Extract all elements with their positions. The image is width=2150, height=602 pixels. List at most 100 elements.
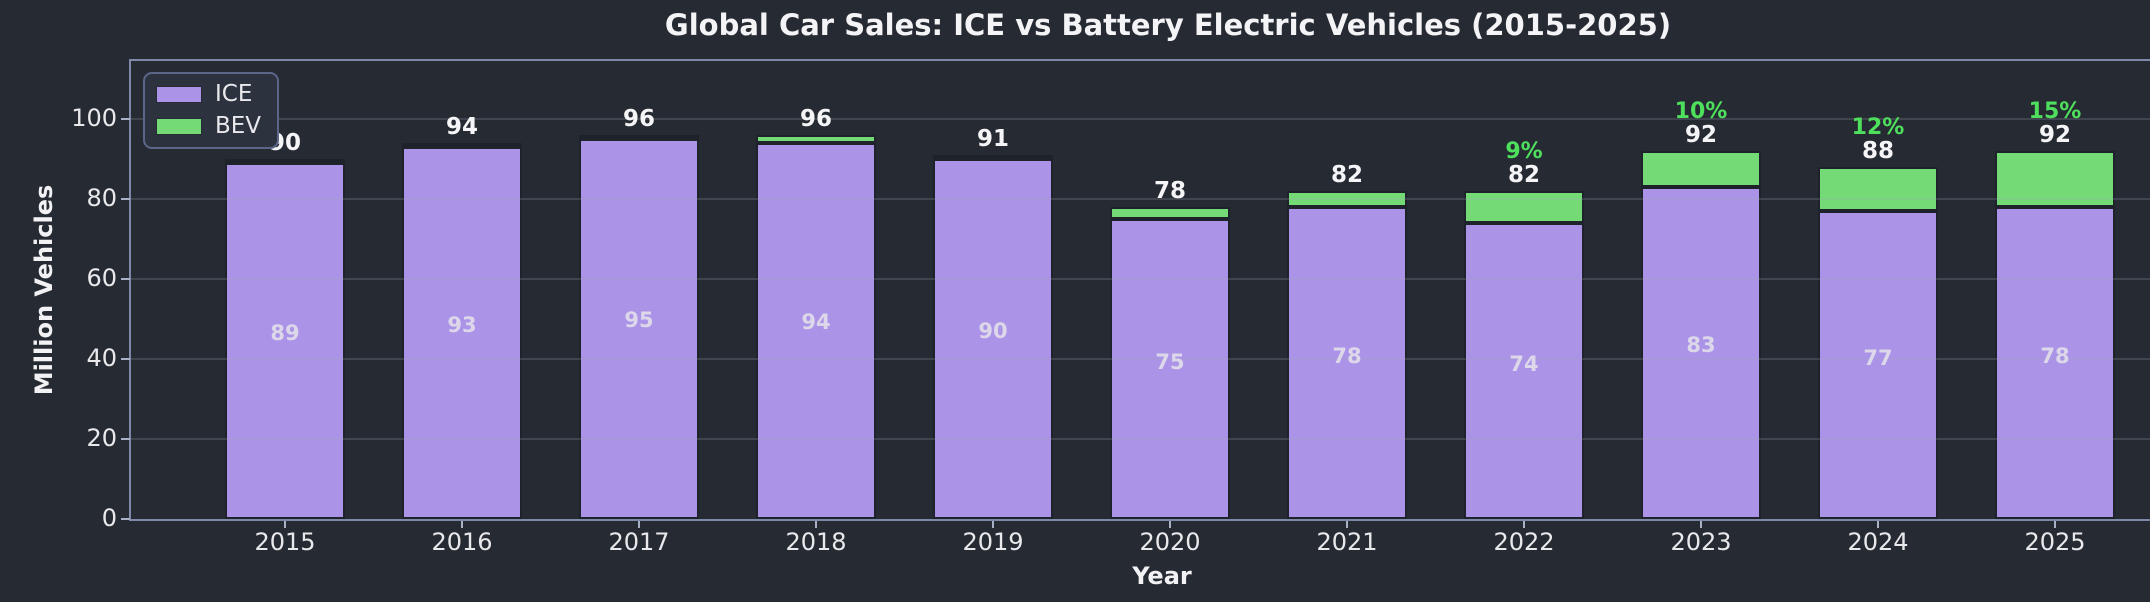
plot-area: 89 90 93 94 95 96 94 96 90 91 75 78 78 82 74 82 9% 83 92 10… [131, 61, 2150, 519]
bar-2023-total-value: 92 [1684, 122, 1717, 148]
bar-2019-total-value: 91 [976, 126, 1009, 152]
y-tick-40 [121, 358, 130, 360]
bar-2022-bev-share: 9% [1505, 139, 1543, 164]
x-tick-2021 [1346, 521, 1348, 528]
bar-2021-ice-segment [1287, 207, 1407, 519]
bar-2025-bev-segment [1995, 151, 2115, 207]
bar-2024-bev-share: 12% [1851, 115, 1905, 140]
bar-2016-total-value: 94 [445, 114, 478, 140]
ice-color-swatch-icon [156, 86, 202, 103]
bar-2024-total-value: 88 [1861, 138, 1894, 164]
x-tick-label-2018: 2018 [785, 528, 847, 556]
legend-label-ice: ICE [215, 81, 253, 107]
bar-2020-ice-segment [1110, 219, 1230, 519]
x-tick-label-2020: 2020 [1139, 528, 1201, 556]
x-tick-2022 [1523, 521, 1525, 528]
x-tick-2025 [2054, 521, 2056, 528]
x-tick-label-2017: 2017 [608, 528, 670, 556]
bar-2016-ice-segment [402, 147, 522, 519]
x-tick-label-2022: 2022 [1493, 528, 1555, 556]
x-axis-spine [129, 519, 2150, 521]
plot-top-spine [129, 59, 2150, 61]
y-tick-100 [121, 118, 130, 120]
x-tick-2016 [461, 521, 463, 528]
bar-2015-ice-value: 89 [270, 320, 300, 345]
bar-2023-bev-segment [1641, 151, 1761, 187]
gridline-40 [131, 358, 2150, 360]
x-tick-label-2025: 2025 [2024, 528, 2086, 556]
bar-2025-ice-segment [1995, 207, 2115, 519]
bar-2021-bev-segment [1287, 191, 1407, 207]
x-tick-2015 [284, 521, 286, 528]
y-tick-label-60: 60 [86, 264, 117, 292]
x-tick-label-2019: 2019 [962, 528, 1024, 556]
x-tick-label-2016: 2016 [431, 528, 493, 556]
bar-2023-ice-value: 83 [1686, 333, 1716, 358]
bar-2018-ice-value: 94 [801, 310, 831, 335]
bar-2020-total-value: 78 [1153, 178, 1186, 204]
y-tick-label-80: 80 [86, 184, 117, 212]
bar-2025-bev-share: 15% [2028, 99, 2082, 124]
x-tick-2023 [1700, 521, 1702, 528]
gridline-100 [131, 118, 2150, 120]
gridline-20 [131, 438, 2150, 440]
bev-color-swatch-icon [156, 118, 202, 135]
x-tick-label-2023: 2023 [1670, 528, 1732, 556]
bar-2020-bev-segment [1110, 207, 1230, 219]
bar-2016-bev-segment [402, 143, 522, 147]
bar-2022-ice-value: 74 [1509, 352, 1539, 377]
y-tick-label-40: 40 [86, 344, 117, 372]
bar-2019-ice-value: 90 [978, 318, 1008, 343]
y-tick-60 [121, 278, 130, 280]
bar-2016-ice-value: 93 [447, 312, 477, 337]
bar-2017-ice-segment [579, 139, 699, 519]
bar-2023-ice-segment [1641, 187, 1761, 519]
x-tick-label-2024: 2024 [1847, 528, 1909, 556]
gridline-60 [131, 278, 2150, 280]
y-tick-label-100: 100 [71, 104, 117, 132]
bar-2015-bev-segment [225, 159, 345, 163]
y-axis-spine [129, 59, 131, 521]
bar-2022-total-value: 82 [1507, 162, 1540, 188]
bar-2017-bev-segment [579, 135, 699, 139]
bar-2025-total-value: 92 [2038, 122, 2071, 148]
y-tick-80 [121, 198, 130, 200]
y-tick-0 [121, 518, 130, 520]
bar-2022-bev-segment [1464, 191, 1584, 223]
y-tick-20 [121, 438, 130, 440]
bar-2019-bev-segment [933, 155, 1053, 159]
x-tick-2017 [638, 521, 640, 528]
x-tick-2019 [992, 521, 994, 528]
bar-2024-ice-segment [1818, 211, 1938, 519]
gridline-80 [131, 198, 2150, 200]
x-tick-2018 [815, 521, 817, 528]
y-tick-label-20: 20 [86, 424, 117, 452]
legend-label-bev: BEV [215, 113, 262, 139]
bar-2017-total-value: 96 [622, 106, 655, 132]
bar-2019-ice-segment [933, 159, 1053, 519]
bar-2015-ice-segment [225, 163, 345, 519]
x-tick-2020 [1169, 521, 1171, 528]
x-tick-label-2021: 2021 [1316, 528, 1378, 556]
x-tick-2024 [1877, 521, 1879, 528]
bar-2024-bev-segment [1818, 167, 1938, 211]
bar-2021-ice-value: 78 [1332, 343, 1362, 368]
bar-2023-bev-share: 10% [1674, 99, 1728, 124]
legend: ICE BEV [143, 72, 280, 149]
bar-2018-ice-segment [756, 143, 876, 519]
y-tick-label-0: 0 [101, 504, 117, 532]
bar-2025-ice-value: 78 [2040, 343, 2070, 368]
bar-2018-total-value: 96 [799, 106, 832, 132]
bar-2024-ice-value: 77 [1863, 345, 1893, 370]
bar-2017-ice-value: 95 [624, 308, 654, 333]
x-tick-label-2015: 2015 [254, 528, 316, 556]
bar-2018-bev-segment [756, 135, 876, 143]
bar-2021-total-value: 82 [1330, 162, 1363, 188]
legend-item-bev: BEV [156, 115, 261, 138]
x-axis-label: Year [1132, 562, 1192, 590]
chart-title: Global Car Sales: ICE vs Battery Electri… [664, 8, 1672, 42]
bar-2022-ice-segment [1464, 223, 1584, 519]
bar-2020-ice-value: 75 [1155, 350, 1185, 374]
legend-item-ice: ICE [156, 83, 261, 106]
